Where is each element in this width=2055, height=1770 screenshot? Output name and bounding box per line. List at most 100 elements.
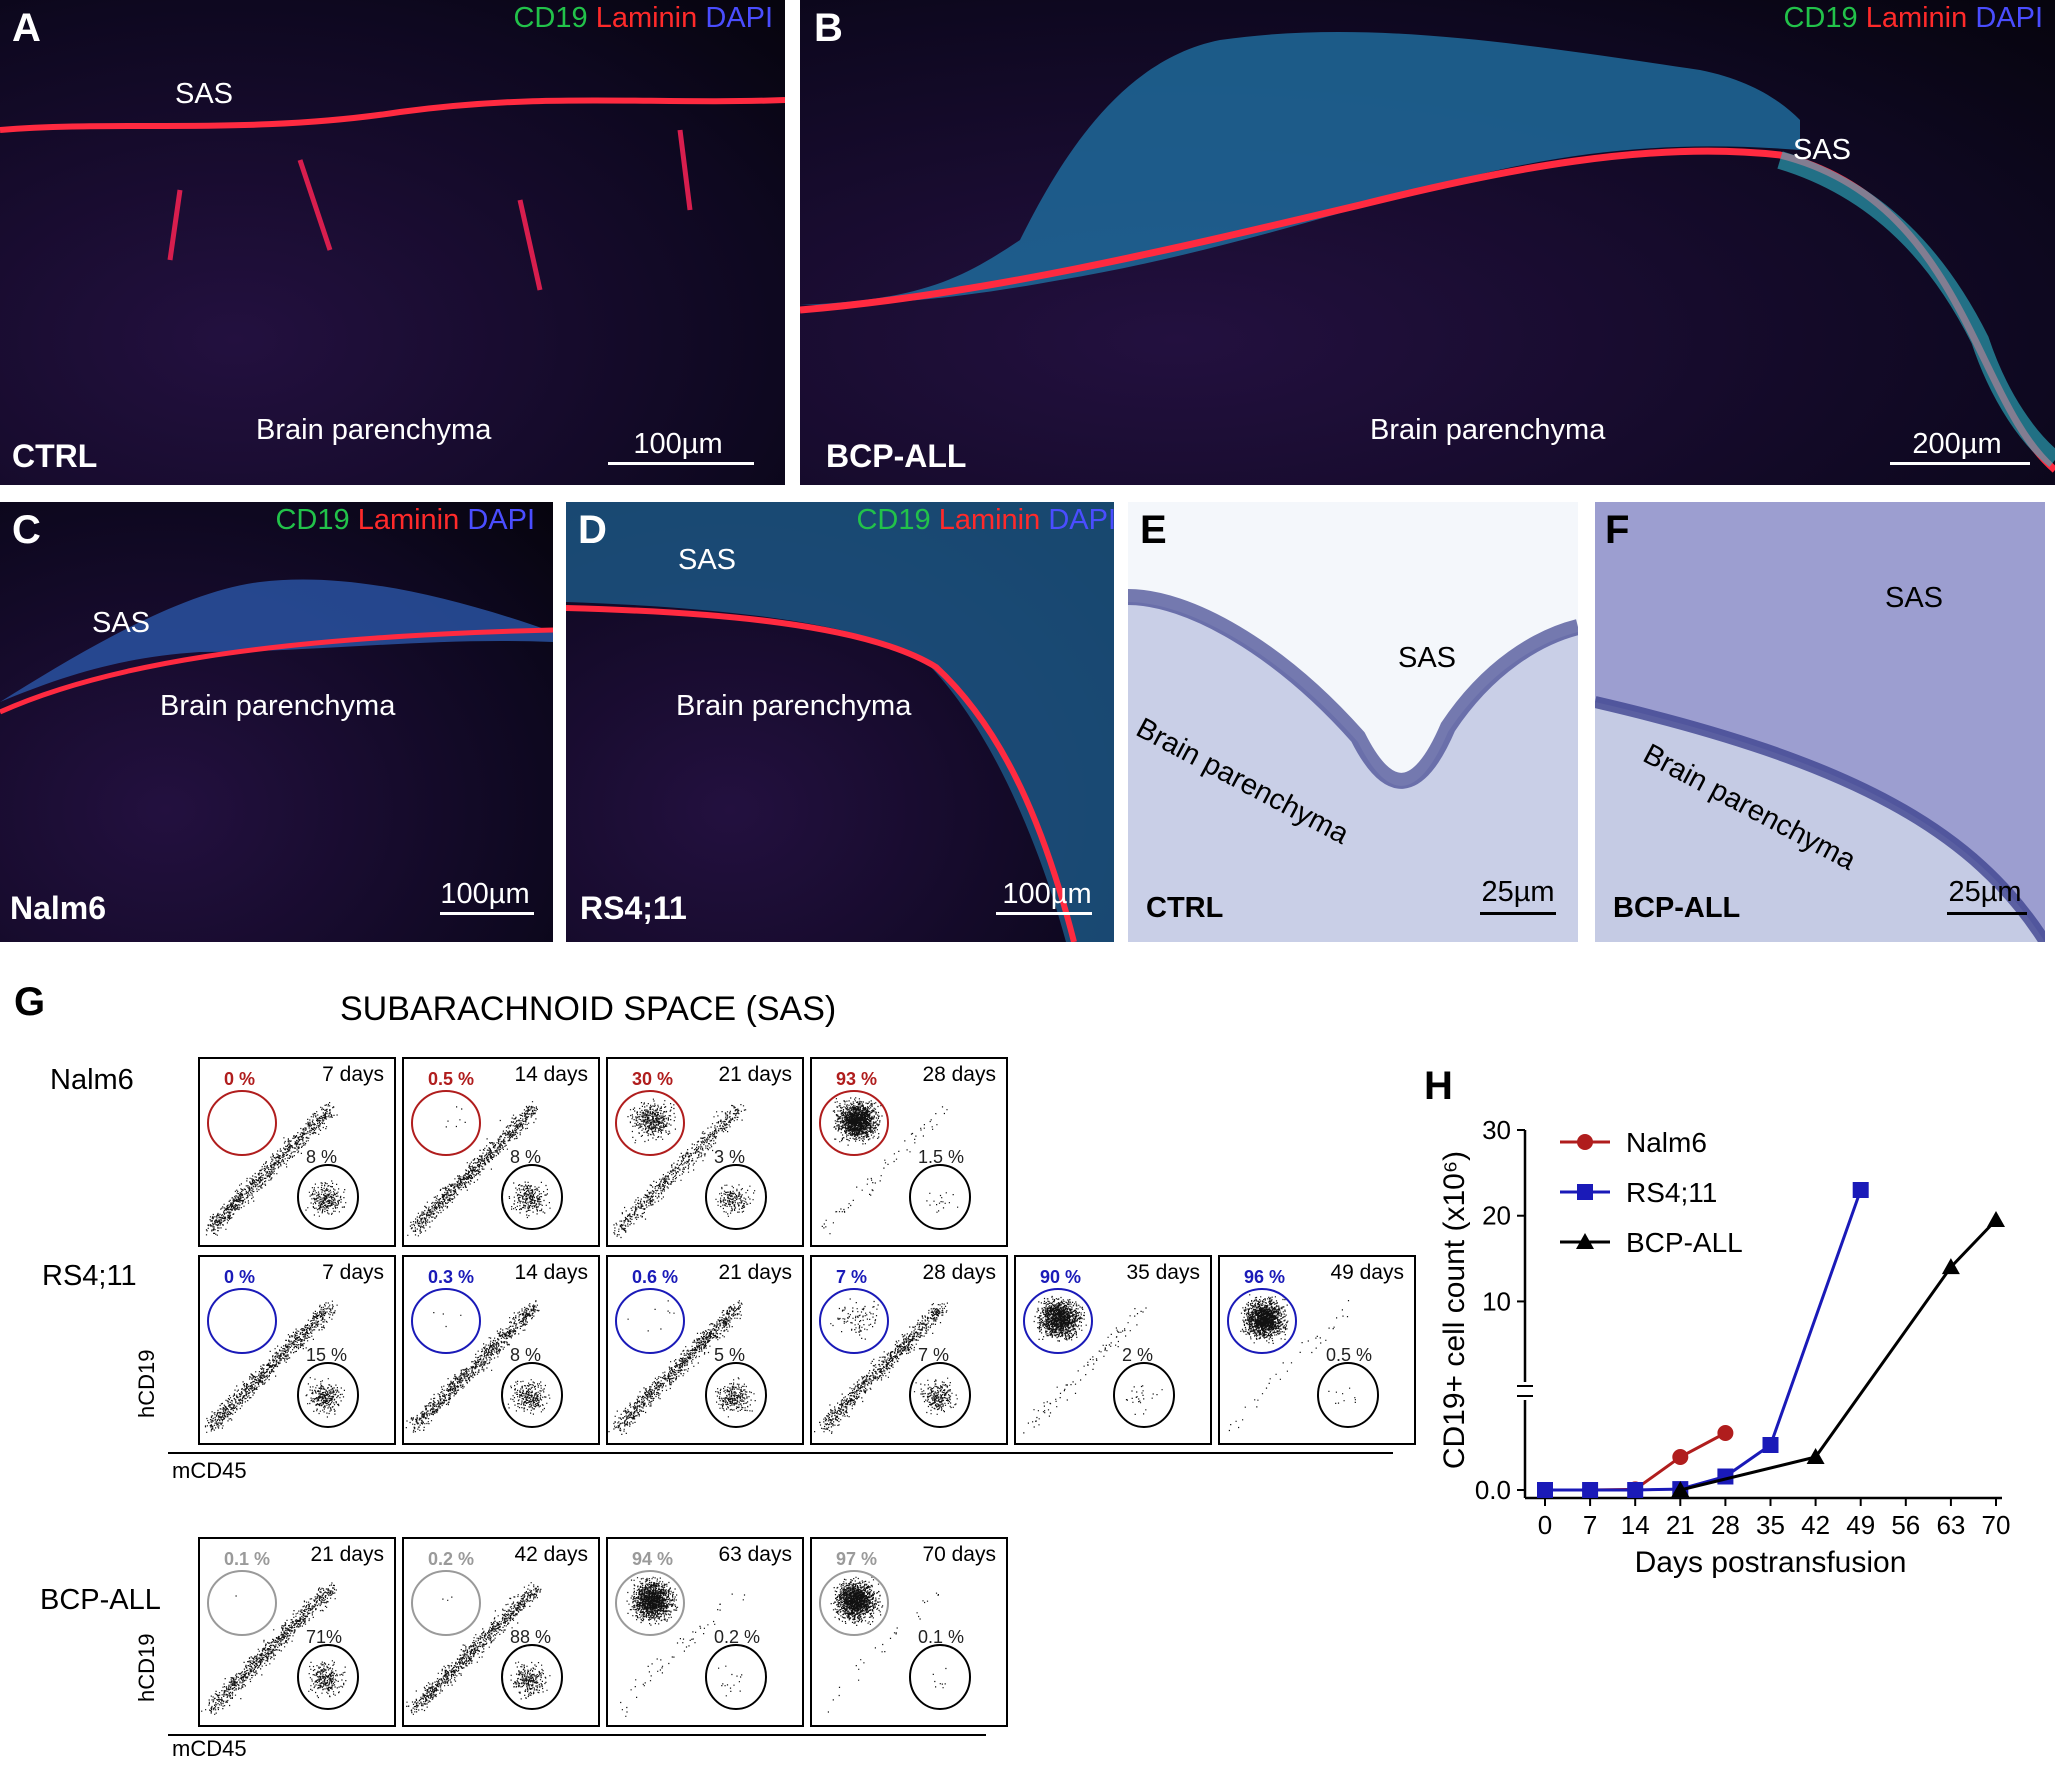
flow-plot-bcpall-2: 63 days 94 % 0.2 % [606, 1537, 804, 1727]
event-dots [1023, 1295, 1163, 1434]
panel-c-texture [0, 579, 553, 715]
condition-label: CTRL [12, 438, 98, 474]
mouse-gate [297, 1362, 359, 1428]
panel-e-texture [1128, 502, 1578, 942]
human-gate-percent: 7 % [836, 1267, 868, 1287]
y-tick-label: 0.0 [1475, 1475, 1511, 1505]
event-dots [407, 1101, 551, 1237]
timepoint-label: 35 days [1126, 1261, 1200, 1284]
mouse-gate-percent: 7 % [918, 1345, 950, 1365]
flow-plot-nalm6-2: 21 days 30 % 3 % [606, 1057, 804, 1247]
data-point [1582, 1482, 1599, 1498]
event-dots [205, 1102, 347, 1236]
flow-plot-rs411-3: 28 days 7 % 7 % [810, 1255, 1008, 1445]
y-tick-label: 30 [1482, 1115, 1511, 1145]
human-gate [207, 1570, 277, 1636]
condition-label: CTRL [1146, 892, 1224, 924]
scale-bar-label: 200µm [1912, 428, 2002, 460]
mouse-gate-percent: 71% [306, 1627, 343, 1647]
data-point [1537, 1482, 1553, 1498]
flow-scatter [819, 1090, 971, 1235]
mouse-gate [705, 1644, 767, 1710]
human-gate-percent: 97 % [836, 1549, 878, 1569]
flow-plot-rs411-5: 49 days 96 % 0.5 % [1218, 1255, 1416, 1445]
human-gate [411, 1090, 481, 1156]
y-tick-label: 20 [1482, 1201, 1511, 1231]
panel-e-image: E SAS Brain parenchyma CTRL 25µm [1128, 502, 1578, 942]
data-point [1627, 1482, 1644, 1498]
human-gate-percent: 0.6 % [632, 1267, 679, 1287]
legend-label: BCP-ALL [1626, 1227, 1743, 1258]
sas-label: SAS [92, 607, 151, 639]
mouse-gate [909, 1362, 971, 1428]
timepoint-label: 28 days [922, 1063, 996, 1086]
scale-bar-label: 100µm [633, 428, 723, 460]
flow-scatter [608, 1288, 767, 1435]
x-axis-title: Days postransfusion [1635, 1546, 1907, 1579]
mouse-gate [501, 1164, 563, 1230]
condition-label: RS4;11 [580, 890, 687, 926]
legend-label: RS4;11 [1626, 1177, 1717, 1208]
flow-plot-rs411-2: 21 days 0.6 % 5 % [606, 1255, 804, 1445]
sas-label: SAS [678, 544, 737, 576]
axis-line-bcp [168, 1734, 986, 1736]
mouse-gate [705, 1362, 767, 1428]
x-tick-label: 0 [1538, 1510, 1552, 1540]
row-label-rs411: RS4;11 [42, 1260, 137, 1292]
panel-d-texture [566, 502, 1114, 942]
flow-scatter [205, 1090, 359, 1236]
panel-a-texture [0, 97, 785, 291]
human-gate [411, 1570, 481, 1636]
series-line-bcpall [1679, 1218, 1998, 1492]
condition-label: Nalm6 [10, 890, 107, 926]
human-gate-percent: 0 % [224, 1267, 256, 1287]
x-tick-label: 56 [1891, 1510, 1920, 1540]
human-gate-percent: 30 % [632, 1069, 674, 1089]
legend-marker [1577, 1134, 1593, 1150]
x-tick-label: 21 [1666, 1510, 1695, 1540]
sas-label: SAS [1885, 582, 1944, 614]
human-gate-percent: 0 % [224, 1069, 256, 1089]
row-label-bcpall: BCP-ALL [40, 1584, 161, 1616]
flow-scatter [613, 1090, 767, 1239]
flow-plot-bcpall-1: 42 days 0.2 % 88 % [402, 1537, 600, 1727]
panel-f-image: F SAS Brain parenchyma BCP-ALL 25µm [1595, 502, 2045, 942]
flow-scatter [814, 1288, 971, 1434]
panel-f-texture [1595, 502, 2045, 942]
human-gate [207, 1288, 277, 1354]
data-point [1717, 1425, 1734, 1441]
data-point [1941, 1258, 1960, 1275]
panel-b-texture [800, 31, 2055, 473]
flow-plot-rs411-4: 35 days 90 % 2 % [1014, 1255, 1212, 1445]
data-point [1806, 1448, 1825, 1464]
mouse-gate-percent: 8 % [306, 1147, 338, 1167]
sas-label: SAS [175, 78, 234, 110]
mouse-gate-percent: 8 % [510, 1345, 542, 1365]
panel-letter: E [1140, 508, 1167, 552]
panel-letter: A [12, 6, 41, 50]
timepoint-label: 7 days [322, 1261, 384, 1284]
flow-scatter [407, 1090, 563, 1237]
flow-scatter [405, 1288, 563, 1433]
flow-scatter [1023, 1288, 1175, 1434]
channel-legend: CD19 Laminin DAPI [275, 504, 535, 536]
flow-title: SUBARACHNOID SPACE (SAS) [340, 990, 837, 1028]
timepoint-label: 28 days [922, 1261, 996, 1284]
mouse-gate-percent: 8 % [510, 1147, 542, 1167]
axis-line [168, 1452, 1393, 1454]
legend-label: Nalm6 [1626, 1127, 1707, 1158]
human-gate-percent: 93 % [836, 1069, 878, 1089]
data-point [1671, 1481, 1690, 1497]
x-tick-label: 7 [1583, 1510, 1597, 1540]
scale-bar [1480, 912, 1556, 915]
human-gate [615, 1288, 685, 1354]
timepoint-label: 21 days [310, 1543, 384, 1566]
timepoint-label: 70 days [922, 1543, 996, 1566]
flow-scatter [204, 1288, 359, 1433]
x-tick-label: 35 [1756, 1510, 1785, 1540]
flow-plot-nalm6-0: 7 days 0 % 8 % [198, 1057, 396, 1247]
mouse-gate-percent: 0.5 % [1326, 1345, 1373, 1365]
x-tick-label: 14 [1621, 1510, 1650, 1540]
growth-chart: 0.0 10 20 30 0 7 14 21 28 35 42 49 56 63 70 Days postra… [1438, 1115, 2010, 1579]
scale-bar-label: 100µm [440, 878, 530, 910]
